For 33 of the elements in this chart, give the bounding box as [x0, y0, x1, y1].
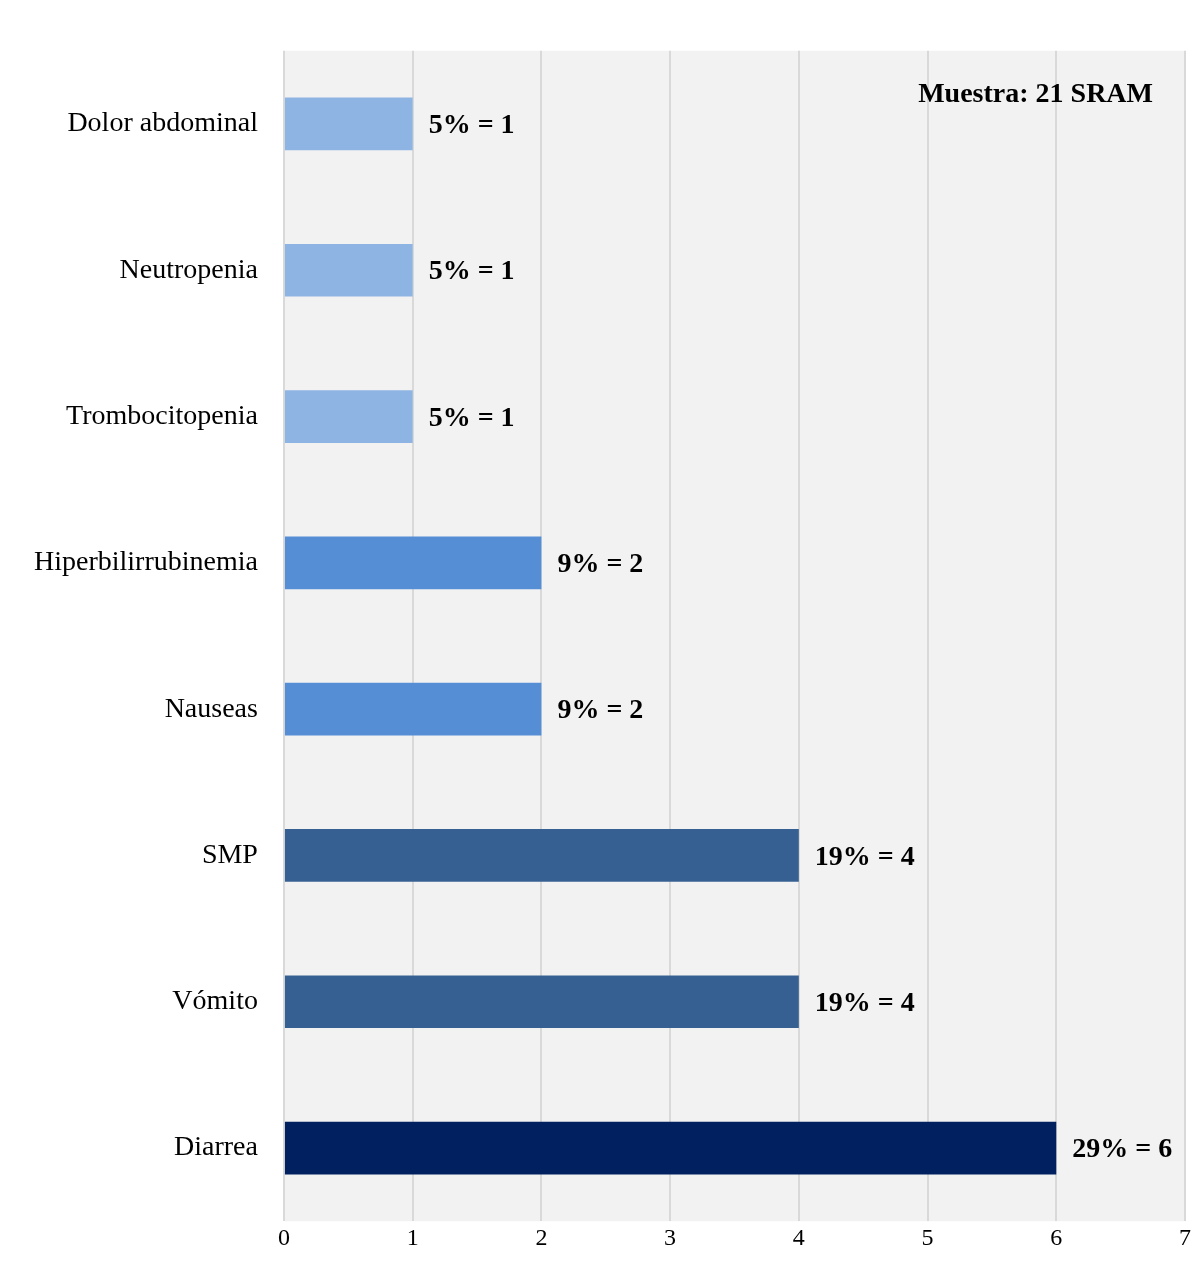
bar: [284, 243, 413, 297]
annotation: Muestra: 21 SRAM: [918, 77, 1153, 109]
bar: [284, 975, 799, 1029]
x-tick-label: 0: [277, 1223, 290, 1250]
y-tick-label: Neutropenia: [119, 252, 259, 284]
data-label: 5% = 1: [428, 108, 515, 140]
data-label: 5% = 1: [428, 254, 515, 286]
bar: [284, 536, 542, 590]
data-label: 19% = 4: [814, 839, 915, 871]
data-label: 29% = 6: [1072, 1132, 1173, 1164]
bar: [284, 682, 542, 736]
data-label: 9% = 2: [557, 693, 644, 725]
y-tick-label: SMP: [201, 837, 258, 869]
x-tick-label: 2: [535, 1223, 548, 1250]
bar: [284, 390, 413, 443]
bar: [284, 829, 799, 882]
data-label: 19% = 4: [814, 985, 915, 1017]
y-tick-label: Vómito: [172, 984, 258, 1016]
data-label: 9% = 2: [557, 547, 644, 579]
x-tick-label: 3: [664, 1223, 677, 1250]
x-tick-label: 6: [1050, 1223, 1063, 1250]
y-tick-label: Hiperbilirrubinemia: [33, 545, 259, 577]
y-tick-label: Dolor abdominal: [67, 106, 259, 138]
bar: [284, 1121, 1057, 1175]
data-label: 5% = 1: [428, 400, 515, 432]
x-tick-label: 1: [406, 1223, 419, 1250]
bar: [284, 97, 413, 151]
x-tick-label: 7: [1179, 1223, 1191, 1250]
y-tick-label: Diarrea: [173, 1130, 259, 1162]
y-tick-label: Trombocitopenia: [66, 398, 259, 430]
y-tick-label: Nauseas: [164, 691, 258, 723]
x-tick-label: 4: [792, 1223, 805, 1250]
x-tick-label: 5: [921, 1223, 934, 1250]
